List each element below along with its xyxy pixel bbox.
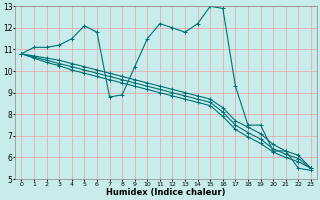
X-axis label: Humidex (Indice chaleur): Humidex (Indice chaleur) <box>107 188 226 197</box>
